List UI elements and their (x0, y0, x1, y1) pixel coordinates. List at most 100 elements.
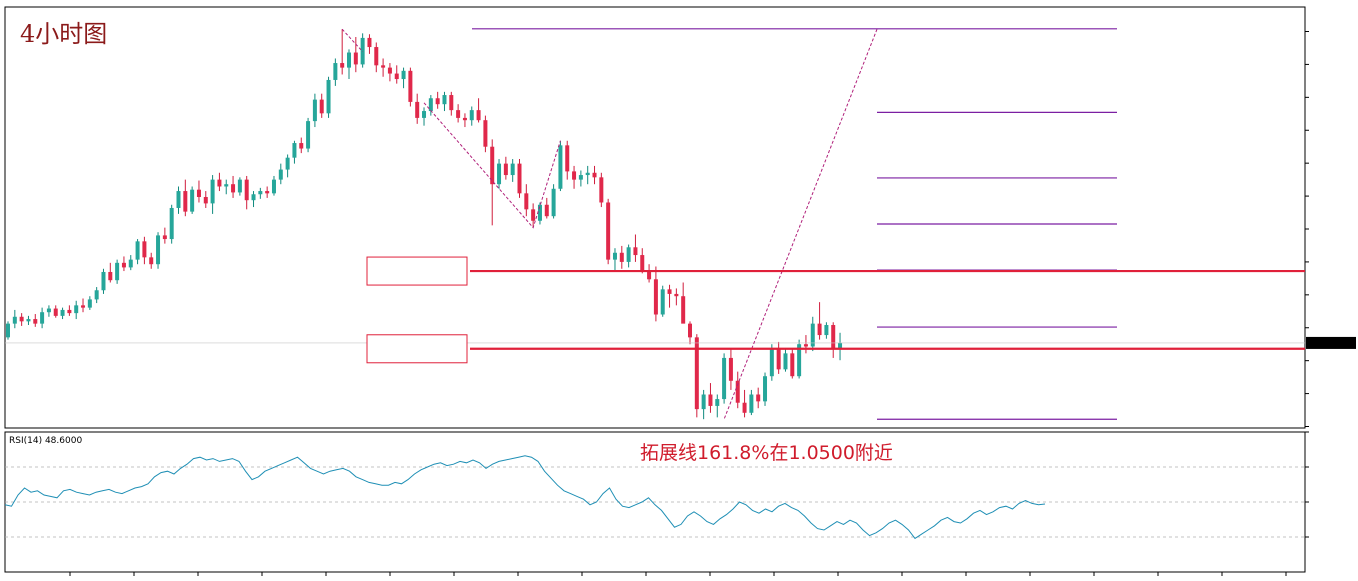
candle-body (435, 98, 440, 105)
candle-body (319, 99, 324, 114)
candle-body (265, 191, 270, 194)
candle-body (503, 163, 508, 176)
candle-body (674, 293, 679, 297)
candle-body (217, 179, 222, 187)
candle-body (572, 171, 577, 180)
candle-body (156, 235, 161, 265)
candle-body (258, 191, 263, 195)
swing-line (341, 28, 364, 52)
candle-body (53, 308, 58, 316)
candle-body (306, 121, 311, 149)
candle-body (292, 143, 297, 158)
candle-body (121, 262, 126, 268)
candle-body (169, 207, 174, 240)
candle-body (210, 179, 215, 204)
candle-body (824, 325, 829, 336)
candle-body (694, 337, 699, 410)
rsi-title: RSI(14) 48.6000 (9, 436, 82, 446)
key-levels-layer (366, 256, 1305, 364)
candle-body (544, 204, 549, 217)
candle-body (60, 309, 65, 316)
candle-body (224, 184, 229, 187)
candle-body (278, 169, 283, 180)
candle-body (626, 247, 631, 262)
candle-body (599, 177, 604, 203)
candle-body (26, 319, 31, 322)
candle-body (756, 394, 761, 402)
candle-body (469, 110, 474, 121)
candle-body (763, 376, 768, 402)
candle-body (183, 191, 188, 212)
candle-body (381, 65, 386, 68)
candle-body (19, 316, 24, 322)
candle-body (524, 193, 529, 210)
candle-body (190, 189, 195, 212)
candle-body (776, 348, 781, 370)
candle-body (81, 305, 86, 308)
candles-layer (5, 28, 1305, 420)
candle-body (660, 289, 665, 315)
candle-body (565, 145, 570, 172)
candle-body (701, 394, 706, 410)
candle-body (251, 194, 256, 201)
candle-body (333, 63, 338, 80)
candle-body (87, 299, 92, 308)
candle-body (578, 175, 583, 180)
candle-body (94, 290, 99, 300)
candle-body (838, 342, 843, 349)
candle-body (149, 257, 154, 265)
candle-body (633, 247, 638, 256)
candle-body (387, 67, 392, 74)
candle-body (408, 70, 413, 102)
candle-body (749, 394, 754, 413)
candle-body (244, 179, 249, 201)
candle-body (735, 380, 740, 403)
candle-body (299, 143, 304, 149)
candle-body (231, 184, 236, 193)
candle-body (810, 323, 815, 347)
candle-body (817, 323, 822, 336)
candle-body (681, 296, 686, 324)
candle-body (797, 344, 802, 377)
candle-body (33, 319, 38, 324)
candle-body (401, 70, 406, 80)
candle-body (442, 95, 447, 105)
candle-body (551, 188, 556, 217)
candle-body (428, 98, 433, 112)
candle-body (619, 252, 624, 262)
candle-body (74, 305, 79, 314)
candle-body (422, 111, 427, 118)
candle-body (237, 179, 242, 193)
candle-body (285, 157, 290, 170)
candle-body (312, 99, 317, 122)
rsi-line (4, 455, 1046, 540)
candle-body (497, 163, 502, 185)
candle-body (394, 73, 399, 80)
candle-body (708, 394, 713, 406)
candle-body (162, 235, 167, 240)
key-level-box (366, 256, 468, 286)
chart-title: 4小时图 (20, 20, 107, 48)
candle-body (462, 117, 467, 121)
candle-body (742, 402, 747, 413)
price-chart-frame (4, 6, 1306, 429)
chart-annotation: 拓展线161.8%在1.0500附近 (640, 442, 893, 464)
candle-body (831, 325, 836, 349)
candle-body (769, 348, 774, 377)
candle-body (517, 163, 522, 194)
candle-body (688, 323, 692, 338)
candle-body (101, 271, 106, 291)
candle-body (612, 252, 617, 260)
candle-body (667, 289, 672, 294)
rsi-layer (4, 431, 1309, 576)
candle-body (653, 279, 658, 315)
candle-body (558, 145, 563, 189)
candle-body (6, 323, 10, 338)
candle-body (647, 270, 652, 280)
candle-body (456, 110, 461, 118)
candle-body (40, 312, 45, 324)
candle-body (783, 353, 788, 370)
candle-body (67, 309, 72, 314)
